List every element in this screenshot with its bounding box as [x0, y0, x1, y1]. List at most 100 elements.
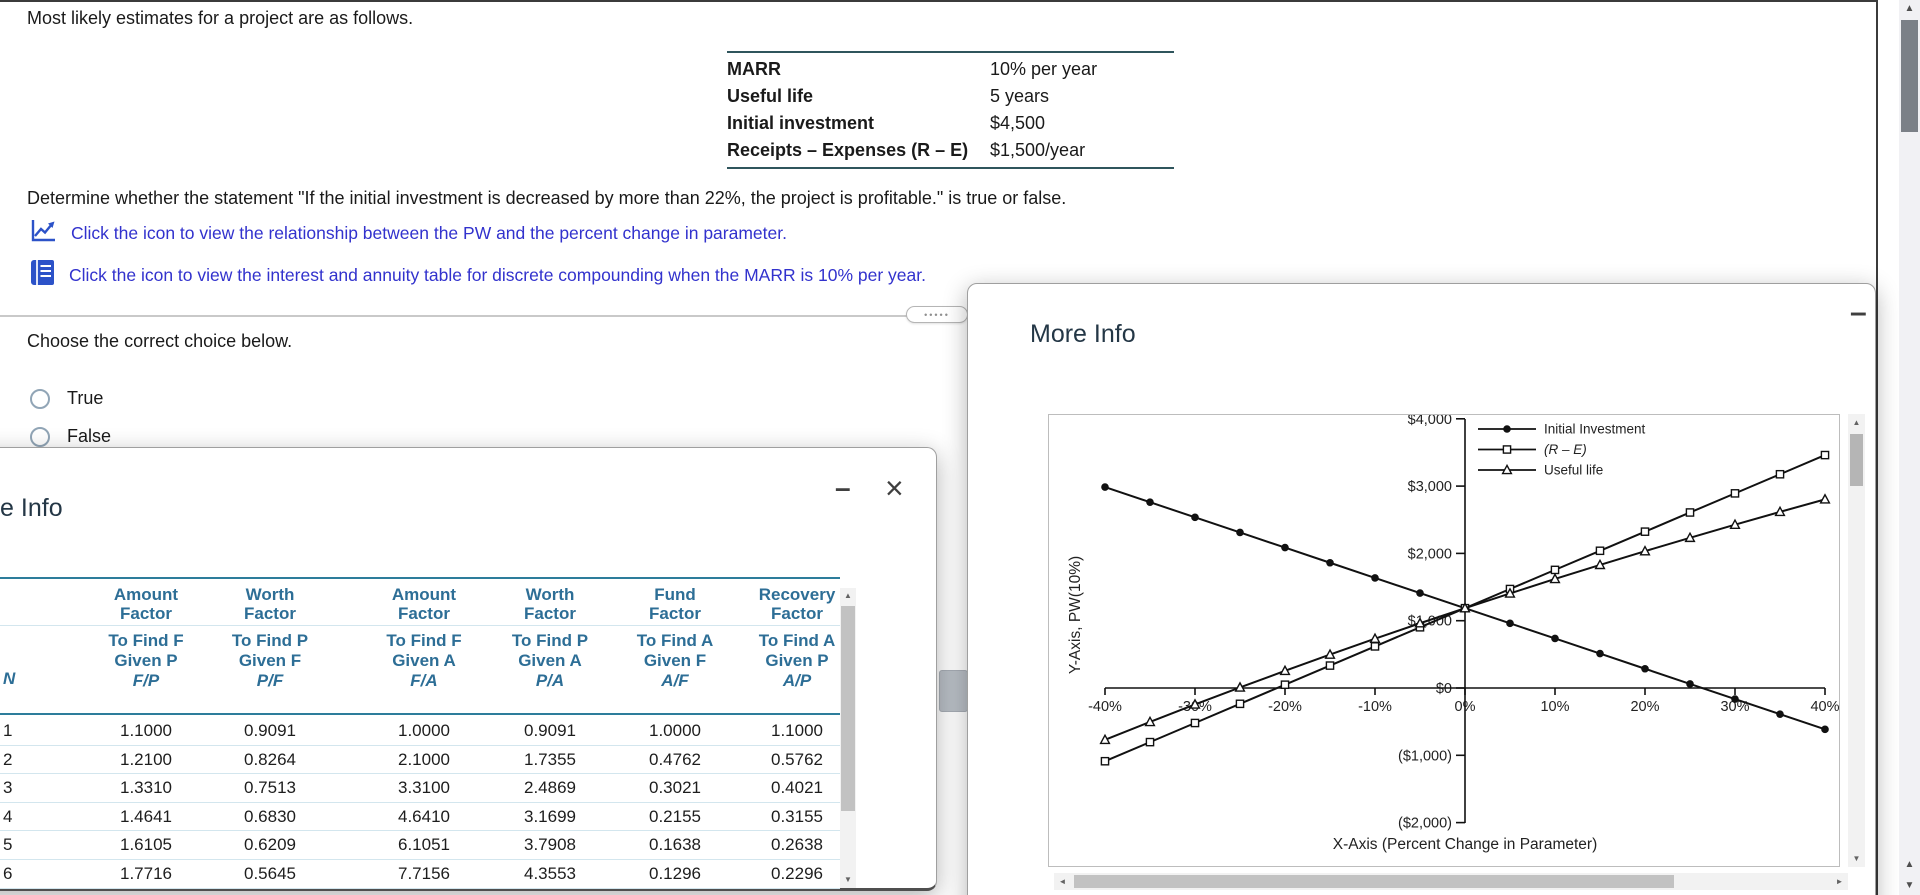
circle-marker	[1551, 634, 1559, 643]
radio-true[interactable]	[30, 388, 50, 409]
triangle-marker	[1549, 572, 1561, 584]
radio-false[interactable]	[30, 426, 50, 447]
table-row: 1 1.1000 0.9091 1.0000 0.9091 1.0000 1.1000	[0, 717, 840, 746]
square-marker	[1235, 699, 1245, 709]
view-interest-table-link[interactable]: Click the icon to view the interest and …	[30, 259, 926, 291]
link-label[interactable]: Click the icon to view the relationship …	[71, 222, 787, 243]
table-row: 2 1.2100 0.8264 2.1000 1.7355 0.4762 0.5762	[0, 746, 840, 775]
triangle-marker	[1414, 617, 1426, 628]
x-tick-label: 20%	[1630, 699, 1659, 715]
circle-marker	[1416, 589, 1424, 597]
table-cell: 0.5762	[771, 749, 823, 769]
triangle-marker	[1099, 733, 1111, 745]
table-cell: 0.6209	[244, 835, 296, 855]
table-header-cell: Factor	[524, 604, 576, 623]
square-marker	[1370, 642, 1380, 651]
circle-marker	[1506, 619, 1514, 628]
minimize-button[interactable]: –	[835, 472, 851, 503]
table-row: Useful life 5 years	[727, 83, 1174, 110]
option-label[interactable]: True	[67, 388, 104, 408]
scrollbar-thumb[interactable]	[1074, 875, 1674, 888]
scroll-up-arrow-icon[interactable]: ▲	[844, 591, 852, 600]
table-cell: 0.3021	[649, 778, 701, 798]
scroll-up-arrow-icon[interactable]: ▲	[1904, 3, 1915, 14]
square-marker	[1595, 546, 1605, 556]
table-row: 4 1.4641 0.6830 4.6410 3.1699 0.2155 0.3155	[0, 803, 840, 832]
table-cell: 4.6410	[398, 806, 450, 826]
table-cell: 1.1000	[120, 721, 172, 740]
table-cell: 6	[3, 864, 13, 883]
table-cell: 2.1000	[398, 749, 450, 769]
triangle-marker	[1774, 505, 1786, 517]
table-header-cell: To Find A	[758, 631, 836, 650]
scroll-up-arrow-icon[interactable]: ▲	[1852, 418, 1861, 427]
option-true[interactable]: True	[30, 388, 103, 409]
table-cell: 0.3155	[771, 806, 823, 826]
table-cell: 0.4762	[649, 749, 701, 769]
table-cell: 0.4021	[771, 778, 823, 798]
table-row: Initial investment $4,500	[727, 110, 1174, 137]
table-header-cell: Factor	[771, 604, 823, 623]
table-cell: 7.7156	[398, 864, 450, 883]
scroll-down-arrow-icon[interactable]: ▼	[844, 875, 852, 884]
legend-label: (R – E)	[1544, 442, 1587, 457]
scroll-up-arrow-icon[interactable]: ▲	[1904, 859, 1915, 870]
scrollbar-thumb[interactable]	[1850, 434, 1863, 486]
view-pw-relationship-link[interactable]: Click the icon to view the relationship …	[30, 217, 787, 249]
x-tick-label: 30%	[1720, 699, 1749, 715]
table-header-cell: Given F	[238, 651, 302, 670]
interest-table-window: More Info – × AmountFactorWorthFactorAmo…	[0, 447, 937, 891]
chart-horizontal-scrollbar[interactable]: ◄ ►	[1054, 873, 1848, 890]
table-header-cell: Worth	[525, 585, 575, 604]
circle-marker	[1641, 664, 1649, 673]
table-cell: 3.7908	[524, 835, 576, 855]
chart-vertical-scrollbar[interactable]: ▲ ▼	[1848, 414, 1865, 867]
table-scrollbar[interactable]: ▲ ▼	[840, 588, 856, 888]
table-header-cell: Factor	[398, 604, 450, 623]
legend-label: Initial Investment	[1544, 422, 1646, 437]
triangle-marker	[1819, 493, 1831, 504]
table-header-cell: Factor	[649, 604, 701, 623]
table-cell: 1.6105	[120, 835, 172, 855]
table-cell: 6.1051	[398, 835, 450, 855]
table-cell: 1.1000	[771, 721, 823, 740]
triangle-marker	[1369, 632, 1381, 644]
triangle-marker	[1459, 602, 1471, 613]
table-cell: 1.0000	[398, 721, 450, 740]
circle-marker	[1776, 710, 1784, 718]
table-cell: 5	[3, 835, 13, 855]
table-cell: 0.1638	[649, 835, 701, 855]
more-info-chart-window: More Info – $4,000 $3,000 $2,000 $1,000 $0 ($…	[967, 283, 1876, 895]
option-label[interactable]: False	[67, 426, 112, 446]
scroll-down-arrow-icon[interactable]: ▼	[1904, 880, 1915, 891]
option-false[interactable]: False	[30, 426, 111, 447]
table-cell: 2	[3, 749, 13, 769]
close-button[interactable]: ×	[885, 470, 904, 506]
scroll-right-arrow-icon[interactable]: ►	[1835, 877, 1844, 886]
browser-scrollbar[interactable]: ▲ ▲ ▼	[1899, 0, 1920, 895]
content-top-border	[0, 0, 1878, 2]
scrollbar-thumb[interactable]	[841, 606, 855, 811]
content-scrollbar-thumb[interactable]	[939, 670, 968, 712]
triangle-marker	[1729, 518, 1741, 529]
scroll-left-arrow-icon[interactable]: ◄	[1058, 877, 1067, 886]
table-header-cell: P/A	[535, 671, 565, 690]
scrollbar-thumb[interactable]	[1901, 20, 1918, 132]
table-cell: 4	[3, 806, 13, 826]
table-header-cell: Worth	[245, 585, 295, 604]
sensitivity-chart: $4,000$3,000$2,000$1,000$0($1,000)($2,00…	[1067, 415, 1840, 853]
table-cell: 1.4641	[120, 806, 172, 826]
table-cell: 3.3100	[398, 778, 450, 798]
minimize-button[interactable]: –	[1850, 296, 1867, 329]
estimate-value: $1,500/year	[990, 140, 1086, 160]
square-marker	[1145, 737, 1155, 747]
link-label[interactable]: Click the icon to view the interest and …	[69, 264, 926, 285]
table-header-cell: Given P	[765, 651, 829, 670]
estimate-label: Receipts – Expenses (R – E)	[727, 140, 969, 160]
table-row: 6 1.7716 0.5645 7.7156 4.3553 0.1296 0.2296	[0, 860, 840, 889]
table-cell: 0.9091	[244, 721, 296, 740]
divider-drag-handle[interactable]: •••••	[906, 306, 968, 323]
table-header-cell: F/A	[410, 671, 438, 690]
table-header-cell: Given P	[114, 651, 178, 670]
scroll-down-arrow-icon[interactable]: ▼	[1852, 854, 1861, 863]
